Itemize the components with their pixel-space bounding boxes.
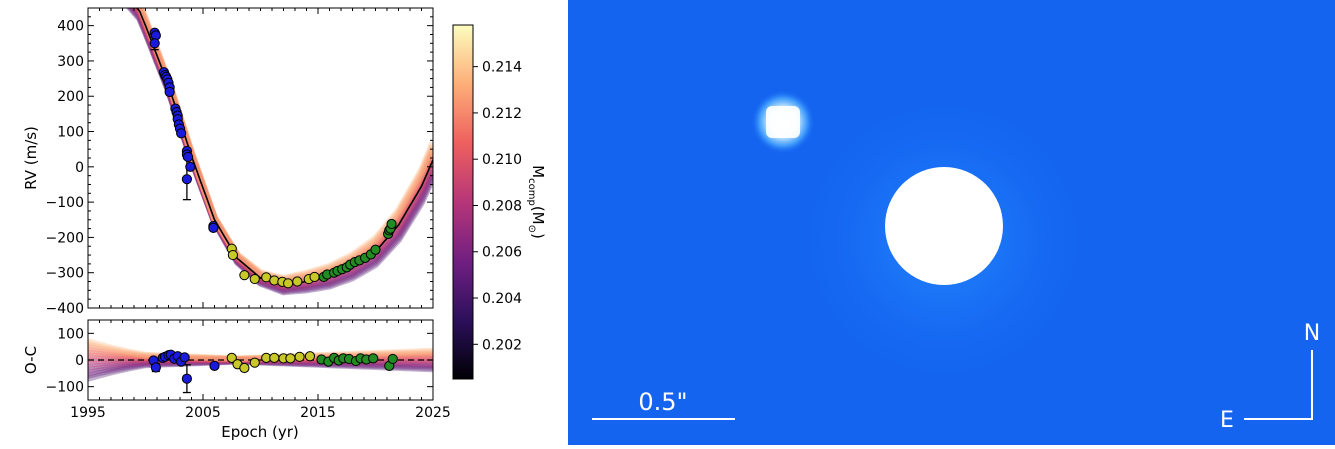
- rv-data-point: [309, 271, 320, 283]
- oc-posterior-curve: [88, 358, 433, 382]
- oc-y-axis-label: O-C: [22, 346, 40, 374]
- rv-posterior-curve: [137, 8, 433, 283]
- rv-data-point: [239, 270, 250, 281]
- rv-posterior-curve: [125, 8, 433, 296]
- colorbar-tick-label: 0.208: [482, 198, 522, 214]
- oc-posterior-curve: [88, 338, 433, 362]
- east-label: E: [1220, 408, 1234, 433]
- colorbar-tick-label: 0.212: [482, 106, 522, 122]
- oc-data-point: [285, 353, 296, 364]
- colorbar-tick-label: 0.202: [482, 337, 522, 353]
- oc-data-point: [304, 351, 316, 362]
- rv-figure: 400 300 200 100 0 −100 −200 −300 −400 RV (m/s) 1…: [0, 0, 568, 445]
- rv-data-point: [370, 244, 381, 255]
- rv-y-tick-label: 300: [57, 54, 84, 70]
- colorbar-tick-label: 0.204: [482, 291, 522, 307]
- x-tick-label: 1995: [70, 405, 106, 421]
- rv-y-tick-label: 400: [57, 19, 84, 35]
- rv-posterior-curve: [135, 8, 433, 285]
- oc-y-tick-label: −100: [46, 380, 84, 396]
- oc-data-point: [179, 352, 190, 363]
- rv-posterior-curve: [137, 8, 433, 282]
- x-tick-label: 2015: [300, 405, 336, 421]
- rv-data-point: [283, 278, 294, 289]
- x-axis-label: Epoch (yr): [221, 423, 298, 441]
- rv-data-point: [176, 128, 187, 139]
- colorbar-label: Mcomp(M⊙): [526, 165, 547, 239]
- x-tick-label: 2005: [185, 405, 221, 421]
- rv-posterior-curve: [127, 8, 433, 295]
- oc-data-point: [294, 351, 305, 362]
- rv-y-tick-label: −100: [46, 195, 84, 211]
- rv-y-axis-label: RV (m/s): [22, 126, 40, 190]
- oc-posterior-curve: [88, 358, 433, 379]
- colorbar: [452, 24, 474, 380]
- rv-figure-svg: 400 300 200 100 0 −100 −200 −300 −400 RV (m/s) 1…: [22, 7, 547, 441]
- oc-data-point: [209, 360, 220, 371]
- rv-panel-frame: [88, 8, 433, 308]
- colorbar-tick-label: 0.210: [482, 152, 522, 168]
- colorbar-tick-label: 0.214: [482, 60, 522, 76]
- direct-image: 0.5" N E: [568, 0, 1335, 445]
- rv-data-point: [208, 222, 219, 233]
- oc-posterior-curve: [88, 357, 433, 374]
- rv-posterior-curve: [136, 8, 433, 284]
- coronagraph-mask: [885, 167, 1003, 285]
- oc-data-point: [368, 353, 379, 364]
- oc-data-point: [226, 352, 237, 363]
- rv-data-point: [182, 151, 194, 163]
- rv-data-point: [249, 273, 260, 285]
- oc-y-tick-label: 0: [75, 353, 84, 369]
- oc-posterior-curve: [88, 358, 433, 376]
- oc-data-point: [249, 357, 260, 368]
- oc-data-point: [239, 362, 250, 374]
- rv-posterior-curve: [128, 8, 433, 294]
- rv-y-tick-label: −400: [46, 301, 84, 317]
- north-label: N: [1304, 321, 1320, 346]
- rv-data-point: [185, 161, 196, 172]
- rv-y-tick-label: 100: [57, 125, 84, 141]
- colorbar-tick-label: 0.206: [482, 245, 522, 261]
- rv-data-point: [149, 38, 160, 49]
- rv-y-tick-label: −200: [46, 230, 84, 246]
- direct-image-svg: 0.5" N E: [568, 0, 1335, 445]
- rv-posterior-curve: [129, 8, 433, 293]
- rv-data-point: [292, 276, 303, 287]
- oc-y-tick-label: 100: [57, 326, 84, 342]
- rv-y-tick-label: −300: [46, 266, 84, 282]
- oc-data-point: [387, 353, 398, 365]
- x-tick-label: 2025: [415, 405, 451, 421]
- rv-data-point: [164, 86, 175, 98]
- rv-y-tick-label: 0: [75, 160, 84, 176]
- compass-arrows: [1244, 350, 1313, 420]
- rv-data-point: [386, 218, 397, 230]
- oc-data-point: [150, 362, 161, 373]
- scale-bar-label: 0.5": [638, 388, 687, 416]
- oc-data-point: [181, 373, 192, 384]
- rv-data-point: [181, 174, 192, 185]
- oc-data-point: [269, 352, 280, 363]
- rv-data-point: [227, 249, 238, 261]
- rv-y-tick-label: 200: [57, 89, 84, 105]
